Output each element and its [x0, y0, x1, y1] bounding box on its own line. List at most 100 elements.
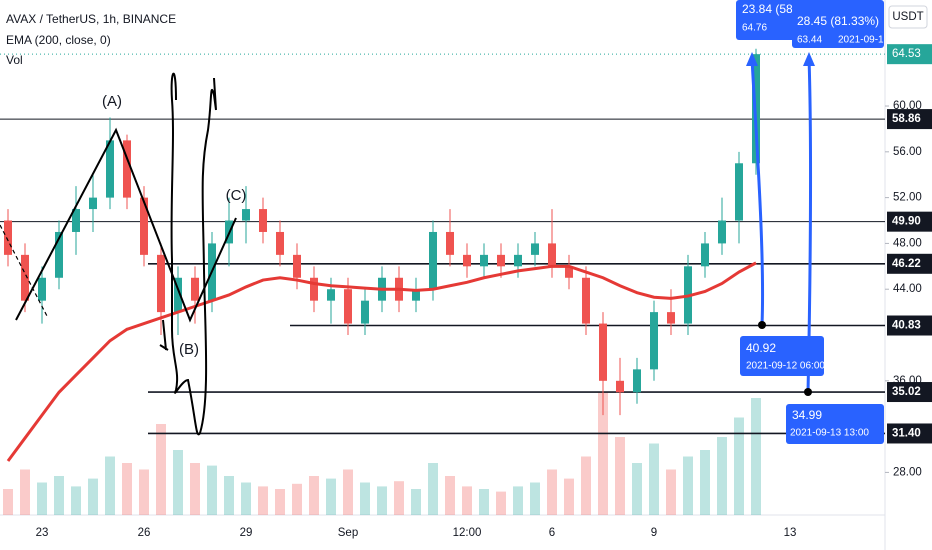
- candle-body: [718, 220, 726, 244]
- x-tick-label: 26: [138, 527, 151, 539]
- level-label: 31.40: [892, 428, 921, 440]
- level-badge: [887, 211, 932, 232]
- volume-bar: [649, 443, 659, 515]
- last-price-label: 64.53: [892, 48, 921, 60]
- candle-body: [667, 312, 675, 324]
- volume-bar: [683, 456, 693, 515]
- measure-box: [792, 0, 884, 48]
- x-tick-label: 6: [549, 527, 555, 539]
- volume-bar: [105, 456, 115, 515]
- measure-date: 2021-09-1: [838, 35, 884, 46]
- y-tick-label: 44.00: [893, 283, 922, 295]
- volume-bar: [700, 450, 710, 515]
- volume-bar: [3, 489, 13, 515]
- volume-bar: [173, 450, 183, 515]
- volume-bar: [530, 482, 540, 515]
- volume-bar: [411, 489, 421, 515]
- candle-body: [4, 220, 12, 255]
- candle-body: [633, 369, 641, 393]
- candle-body: [38, 277, 46, 301]
- candle-body: [531, 243, 539, 255]
- volume-bar: [496, 491, 506, 515]
- point-box: [740, 336, 824, 376]
- level-label: 58.86: [892, 113, 921, 125]
- volume-bar: [445, 476, 455, 515]
- candle-body: [616, 380, 624, 393]
- point-price: 34.99: [792, 408, 822, 422]
- candle-body: [140, 197, 148, 255]
- anchor: [804, 388, 812, 396]
- drawing: [0, 72, 237, 436]
- volume-bar: [377, 486, 387, 515]
- x-tick-label: 9: [651, 527, 657, 539]
- level-label: 40.83: [892, 320, 921, 332]
- volume-bar: [462, 486, 472, 515]
- y-tick-label: 60.00: [893, 100, 922, 112]
- candle-body: [361, 300, 369, 324]
- volume-bar: [190, 463, 200, 515]
- volume-bar: [224, 476, 234, 515]
- volume-bar: [360, 482, 370, 515]
- x-tick-label: 13: [784, 527, 797, 539]
- level-badge: [887, 382, 932, 403]
- candle-body: [514, 254, 522, 267]
- level-badge: [887, 423, 932, 444]
- candle-body: [412, 289, 420, 301]
- volume-bar: [581, 456, 591, 515]
- volume-bar: [275, 489, 285, 515]
- candle-body: [429, 231, 437, 290]
- volume-bar: [394, 481, 404, 515]
- candle-body: [310, 277, 318, 301]
- candle-body: [242, 209, 250, 221]
- volume-bar: [598, 391, 608, 515]
- volume-bar: [513, 486, 523, 515]
- candle-body: [327, 289, 335, 301]
- volume-bar: [241, 482, 251, 515]
- indicator-label: EMA (200, close, 0): [6, 33, 111, 47]
- ema-line: [6, 261, 757, 462]
- volume-bar: [632, 463, 642, 515]
- volume-bar: [547, 469, 557, 515]
- level-badge: [887, 315, 932, 336]
- volume-bar: [428, 463, 438, 515]
- x-tick-label: Sep: [338, 527, 358, 539]
- volume-bar: [207, 465, 217, 515]
- candle-body: [259, 209, 267, 232]
- candle-body: [701, 243, 709, 267]
- volume-bar: [122, 463, 132, 515]
- measure-price: 64.76: [742, 23, 767, 34]
- volume-bar: [309, 476, 319, 515]
- arrow-head: [746, 52, 815, 66]
- candle-body: [599, 323, 607, 381]
- volume-bar: [717, 437, 727, 515]
- volume-bar: [88, 478, 98, 515]
- candle-body: [650, 312, 658, 370]
- volume-bar: [139, 469, 149, 515]
- volume-label: Vol: [6, 53, 23, 67]
- y-tick-label: 52.00: [893, 192, 922, 204]
- measure-price: 63.44: [797, 35, 822, 46]
- candle-body: [565, 266, 573, 278]
- volume-bar: [479, 489, 489, 515]
- candle-body: [89, 197, 97, 210]
- currency[interactable]: USDT: [892, 11, 923, 23]
- x-tick-label: 23: [36, 527, 49, 539]
- annotation: (B): [179, 341, 199, 358]
- candle-body: [293, 254, 301, 278]
- point-date: 2021-09-13 13:00: [790, 428, 869, 439]
- y-tick-label: 56.00: [893, 146, 922, 158]
- candle-body: [123, 140, 131, 198]
- candle-body: [55, 231, 63, 278]
- volume-bar: [615, 437, 625, 515]
- currency-button[interactable]: [888, 5, 928, 29]
- volume-bar: [343, 469, 353, 515]
- candle-body: [344, 289, 352, 324]
- anchor: [758, 321, 766, 329]
- volume-bar: [37, 482, 47, 515]
- annotation: (C): [226, 187, 247, 204]
- candle-body: [174, 277, 182, 313]
- level-badge: [887, 253, 932, 274]
- level-label: 46.22: [892, 258, 921, 270]
